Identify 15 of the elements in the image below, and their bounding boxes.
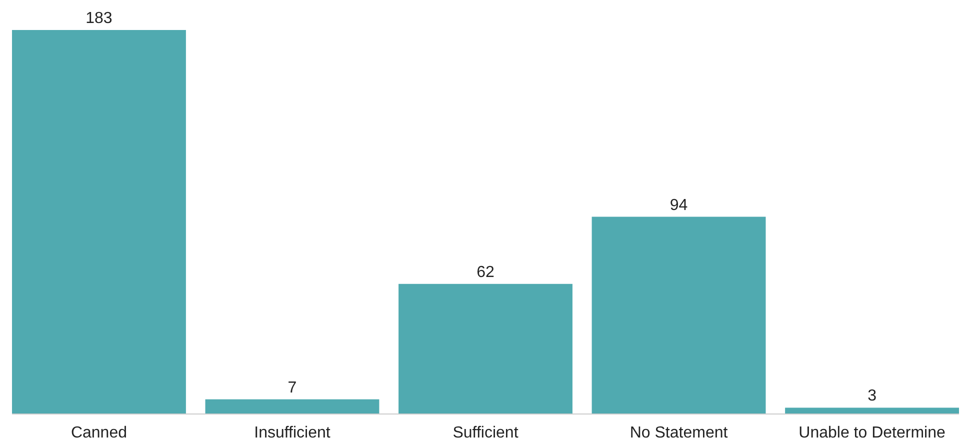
bar <box>592 216 766 414</box>
data-label: 62 <box>476 264 494 281</box>
bar <box>205 399 380 414</box>
data-label: 7 <box>288 379 297 396</box>
x-tick-label: Canned <box>70 424 127 442</box>
x-tick-label: Insufficient <box>254 424 331 442</box>
x-tick-label: Unable to Determine <box>798 424 946 442</box>
x-tick-label: Sufficient <box>452 424 519 442</box>
bar <box>398 284 572 414</box>
data-label: 94 <box>670 196 688 214</box>
x-tick-label: No Statement <box>630 424 728 442</box>
bar <box>785 408 959 414</box>
data-label: 183 <box>86 10 112 27</box>
bar <box>12 30 186 414</box>
data-label: 3 <box>868 388 877 405</box>
